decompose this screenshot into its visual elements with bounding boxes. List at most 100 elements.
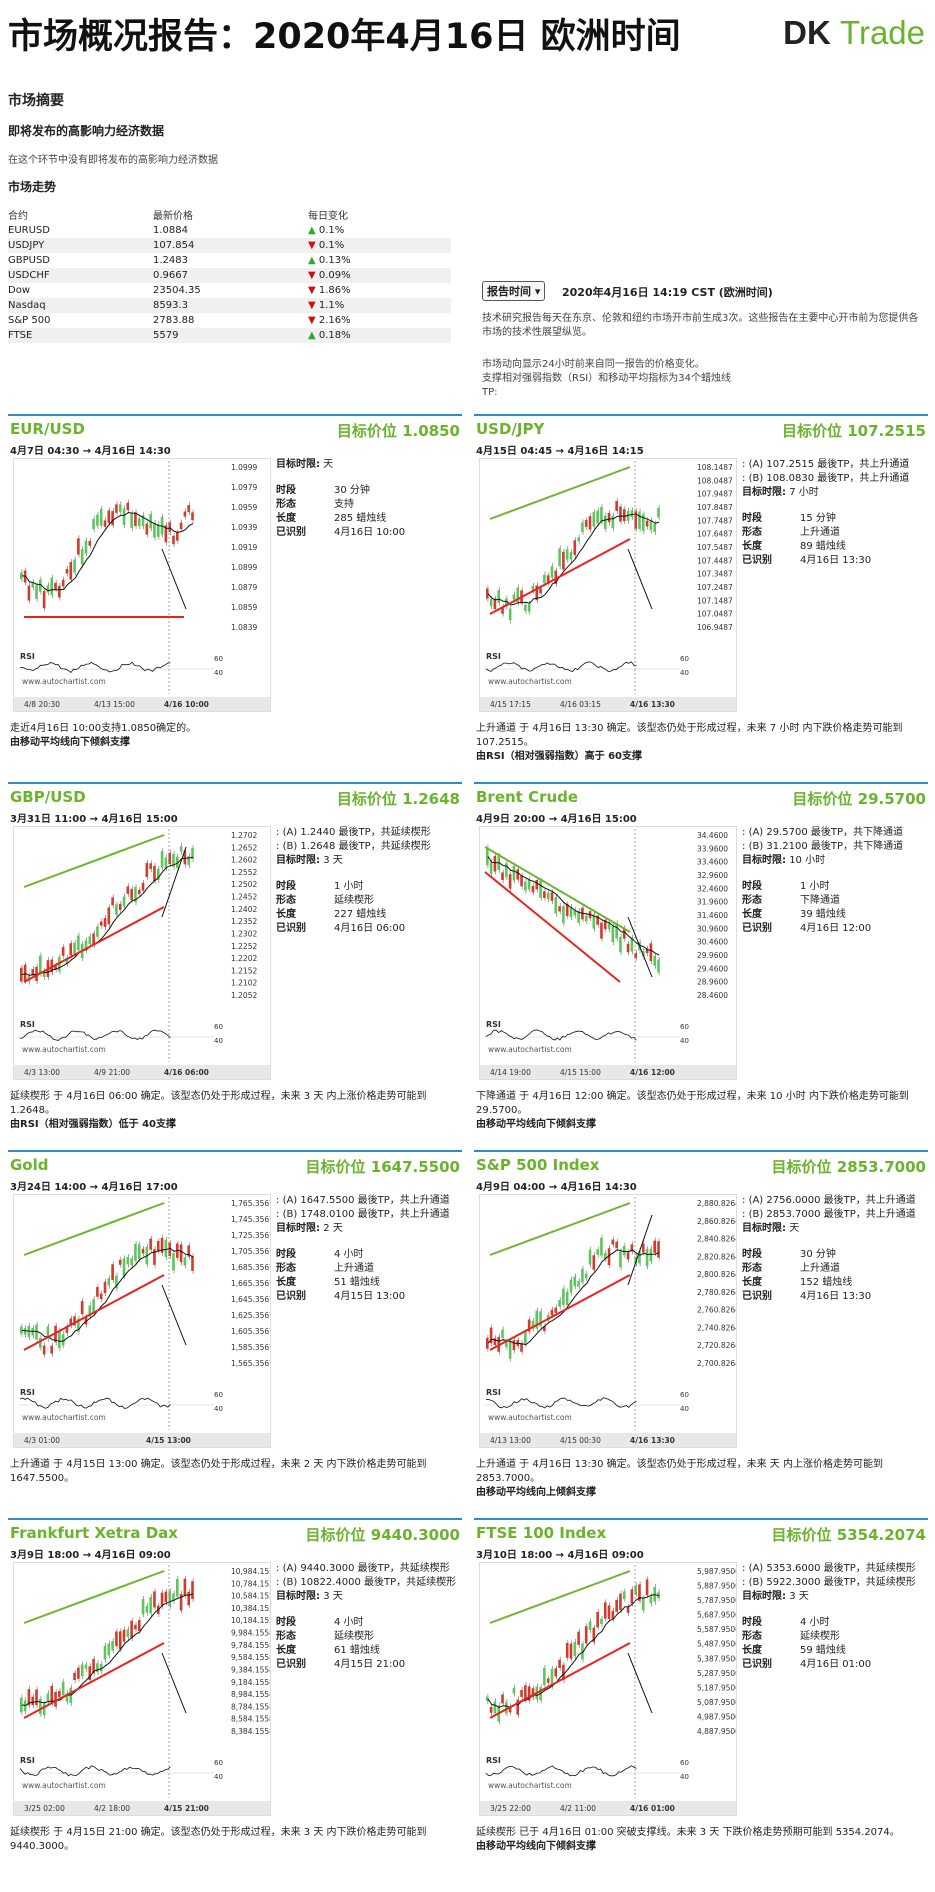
market-row: GBPUSD 1.2483 ▲ 0.13% <box>8 253 451 268</box>
candle-down <box>531 1688 535 1698</box>
instrument-name[interactable]: Gold <box>10 1156 49 1174</box>
candle-up <box>115 1275 118 1289</box>
candle-up <box>581 1268 584 1283</box>
rsi-tick-60: 60 <box>214 1759 223 1767</box>
horizon-row: 目标时限: 3 天 <box>276 1591 343 1602</box>
candle-up <box>600 1618 603 1625</box>
candle-up <box>569 906 573 918</box>
price-chart[interactable]: 1.2702 1.2652 1.2602 1.2552 1.2502 1.2452 1.24… <box>13 826 271 1080</box>
candle-up <box>531 1320 535 1329</box>
candle-down <box>160 1592 164 1607</box>
price-chart[interactable]: 34.4600 33.9600 33.4600 32.9600 32.4600 31.96… <box>479 826 737 1080</box>
x-tick-label: 4/16 10:00 <box>164 700 209 709</box>
rsi-line <box>19 1765 171 1777</box>
forecast-arrow <box>161 548 187 610</box>
y-tick-label: 106.9487 <box>697 623 733 632</box>
candle-up <box>99 1664 103 1672</box>
instrument-name[interactable]: Frankfurt Xetra Dax <box>10 1524 178 1542</box>
rsi-line <box>485 1765 637 1777</box>
candle-up <box>649 1248 653 1262</box>
y-tick-label: 1.2102 <box>231 979 257 988</box>
candle-up <box>96 514 99 526</box>
candle-up <box>524 881 527 891</box>
y-tick-label: 1.0859 <box>231 603 257 612</box>
price-chart[interactable]: 10,984.1558 10,784.1558 10,584.1558 10,384.… <box>13 1562 279 1816</box>
candle-up <box>111 1641 114 1651</box>
candle-down <box>615 1241 618 1249</box>
instrument-name[interactable]: FTSE 100 Index <box>476 1524 607 1542</box>
candle-up <box>638 1251 641 1264</box>
forecast-arrow <box>627 1214 653 1286</box>
instrument-name[interactable]: EUR/USD <box>10 420 85 438</box>
price-chart[interactable]: 108.1487 108.0487 107.9487 107.8487 107.7487… <box>479 458 737 712</box>
pattern-description: 上升通道 于 4月16日 13:30 确定。该型态仍处于形成过程，未来 7 小时… <box>476 722 924 764</box>
y-tick-label: 1.2252 <box>231 942 257 951</box>
resistance-line <box>489 1570 631 1624</box>
rsi-line <box>20 661 171 674</box>
candle-up <box>600 507 603 522</box>
candle-down <box>103 520 107 527</box>
x-axis-band <box>14 1801 270 1815</box>
y-tick-label: 9,784.1558 <box>231 1641 270 1650</box>
x-axis-band <box>14 1065 270 1079</box>
candle-up <box>562 906 565 924</box>
candle-down <box>99 921 103 926</box>
candle-up <box>141 515 145 527</box>
forecast-arrow <box>161 1284 187 1346</box>
support-note: 由移动平均线向下倾斜支撑 <box>476 1841 596 1852</box>
report-time-button[interactable]: 报告时间 ▾ <box>482 281 546 301</box>
candle-down <box>653 1240 656 1253</box>
instrument-name[interactable]: USD/JPY <box>476 420 545 438</box>
candle-up <box>172 853 175 867</box>
candle-down <box>149 863 152 869</box>
candle-up <box>603 1253 607 1259</box>
date-range: 3月31日 11:00 → 4月16日 15:00 <box>10 814 178 825</box>
candle-up <box>61 1681 65 1695</box>
candle-up <box>508 1341 512 1359</box>
candle-down <box>134 512 137 526</box>
rsi-line <box>19 1397 171 1409</box>
candle-down <box>649 943 653 962</box>
y-tick-label: 107.3487 <box>697 570 733 579</box>
market-row: USDCHF 0.9667 ▼ 0.09% <box>8 268 451 283</box>
support-line <box>489 538 631 615</box>
target-price: 目标价位 107.2515 <box>781 422 926 440</box>
y-tick-label: 1.2652 <box>231 843 257 852</box>
x-tick-label: 4/16 03:15 <box>560 700 601 709</box>
instrument-name[interactable]: S&P 500 Index <box>476 1156 600 1174</box>
candle-down <box>554 1307 558 1313</box>
candle-up <box>35 585 38 599</box>
rsi-line <box>19 1029 171 1041</box>
candle-down <box>493 1338 497 1346</box>
candle-down <box>512 1340 516 1351</box>
candle-down <box>638 1584 641 1601</box>
candle-up <box>96 1663 99 1673</box>
y-tick-label: 1.2352 <box>231 917 257 926</box>
instrument-name[interactable]: Brent Crude <box>476 788 579 806</box>
price-chart[interactable]: 1.0999 1.0979 1.0959 1.0939 1.0919 1.0899 1.08… <box>13 458 271 712</box>
instrument-panel: EUR/USD 目标价位 1.0850 4月7日 04:30 → 4月16日 1… <box>8 414 462 774</box>
candle-down <box>153 1249 156 1265</box>
pair-name: Dow <box>8 285 30 296</box>
forecast-arrow <box>627 916 653 978</box>
candle-down <box>508 874 512 889</box>
y-tick-label: 1.0899 <box>231 563 257 572</box>
x-tick-label: 4/2 11:00 <box>560 1804 596 1813</box>
price-chart[interactable]: 1,765.3567 1,745.3567 1,725.3567 1,705.3567… <box>13 1194 274 1448</box>
target-point: : (B) 2853.7000 最後TP，共上升通道 <box>742 1209 916 1220</box>
y-tick-label: 30.9600 <box>697 924 728 933</box>
y-tick-label: 8,784.1558 <box>231 1702 270 1711</box>
price-chart[interactable]: 5,987.9500 5,887.9500 5,787.9500 5,687.9500… <box>479 1562 740 1816</box>
instrument-name[interactable]: GBP/USD <box>10 788 86 806</box>
candle-down <box>31 1696 35 1706</box>
change: ▲ 0.13% <box>308 255 351 266</box>
col-change: 每日变化 <box>308 211 348 222</box>
candle-down <box>73 1672 76 1681</box>
candle-up <box>619 936 622 953</box>
candle-up <box>634 1585 637 1595</box>
candle-up <box>134 1243 137 1261</box>
candle-up <box>622 1591 626 1600</box>
candle-up <box>546 892 550 900</box>
rsi-tick-60: 60 <box>680 1759 689 1767</box>
price-chart[interactable]: 2,880.8264 2,860.8264 2,840.8264 2,820.8264… <box>479 1194 740 1448</box>
